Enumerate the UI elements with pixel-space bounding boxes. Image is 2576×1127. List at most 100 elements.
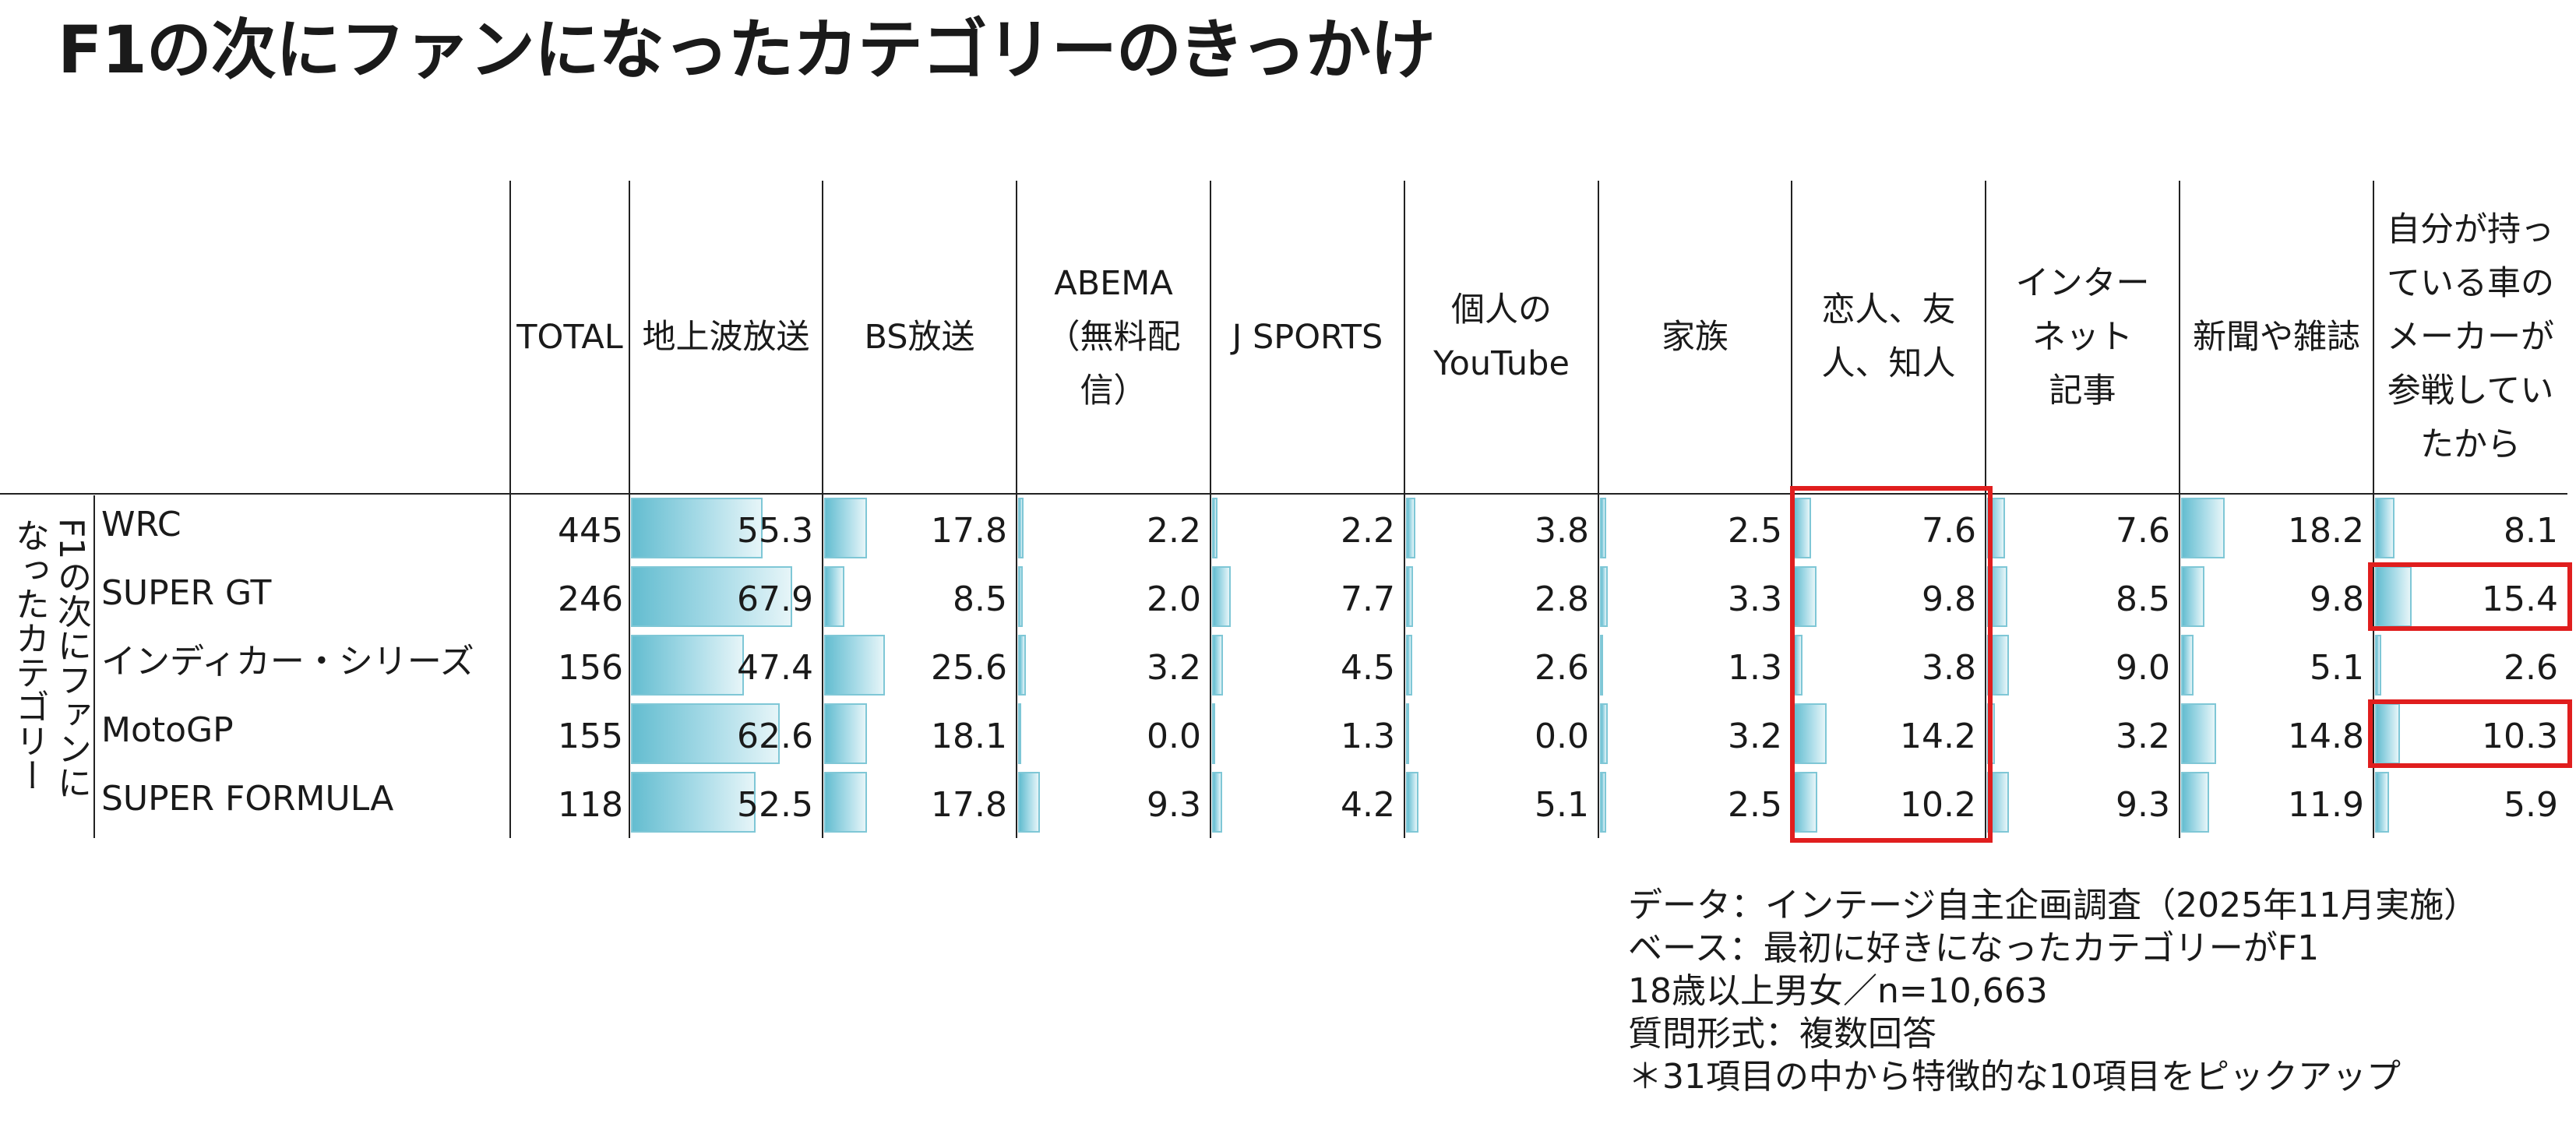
row-label: SUPER FORMULA xyxy=(101,779,394,819)
cell-value: 1.3 xyxy=(1341,717,1395,756)
data-bar xyxy=(631,635,744,696)
cell-value: 1.3 xyxy=(1728,648,1782,688)
cell-value: 14.8 xyxy=(2288,717,2364,756)
data-bar xyxy=(1018,703,1021,764)
cell-value: 3.8 xyxy=(1922,648,1976,688)
column-divider xyxy=(2373,181,2374,838)
column-header: ABEMA （無料配 信） xyxy=(1046,263,1181,410)
cell-value: 18.1 xyxy=(931,717,1007,756)
source-notes: データ：インテージ自主企画調査（2025年11月実施） ベース：最初に好きになっ… xyxy=(1628,884,2478,1098)
row-label: MotoGP xyxy=(101,710,234,750)
column-divider xyxy=(1404,181,1405,838)
data-bar xyxy=(631,703,780,764)
data-bar xyxy=(2181,566,2204,627)
cell-value: 3.8 xyxy=(1535,511,1589,551)
cell-value: 0.0 xyxy=(1535,717,1589,756)
data-bar xyxy=(824,703,867,764)
column-divider xyxy=(1598,181,1599,838)
cell-value: 8.1 xyxy=(2504,511,2558,551)
column-header: J SPORTS xyxy=(1232,317,1383,357)
row-label: SUPER GT xyxy=(101,573,272,613)
cell-value: 9.3 xyxy=(1147,785,1201,825)
data-bar xyxy=(1212,635,1223,696)
column-divider xyxy=(509,181,511,838)
cell-value: 3.3 xyxy=(1728,579,1782,619)
column-divider xyxy=(629,181,630,838)
cell-value: 2.0 xyxy=(1147,579,1201,619)
cell-value: 5.1 xyxy=(1535,785,1589,825)
data-bar xyxy=(1212,703,1215,764)
data-bar xyxy=(2181,703,2216,764)
data-bar xyxy=(2181,772,2209,833)
data-bar xyxy=(1212,772,1222,833)
data-bar xyxy=(631,498,763,558)
cell-value: 14.2 xyxy=(1900,717,1976,756)
highlight-box xyxy=(2368,699,2572,768)
column-divider xyxy=(1985,181,1986,838)
column-divider xyxy=(2179,181,2180,838)
cell-value: 7.6 xyxy=(2116,511,2170,551)
data-bar xyxy=(1018,566,1023,627)
data-bar xyxy=(631,772,756,833)
data-bar xyxy=(2375,635,2381,696)
note-line: ベース：最初に好きになったカテゴリーがF1 xyxy=(1628,928,2320,968)
header-rule xyxy=(0,493,2567,495)
highlight-box xyxy=(2368,562,2572,631)
cell-value: 4.2 xyxy=(1341,785,1395,825)
data-bar xyxy=(1793,566,1817,627)
data-bar xyxy=(631,566,792,627)
data-bar xyxy=(1212,498,1218,558)
group-divider xyxy=(93,495,95,838)
cell-value: 0.0 xyxy=(1147,717,1201,756)
data-bar xyxy=(1406,566,1413,627)
cell-value: 3.2 xyxy=(1147,648,1201,688)
cell-value: 10.3 xyxy=(2482,717,2558,756)
data-bar xyxy=(2375,703,2400,764)
cell-value: 52.5 xyxy=(737,785,813,825)
note-line: 18歳以上男女／n=10,663 xyxy=(1628,971,2048,1011)
cell-value: 3.2 xyxy=(2116,717,2170,756)
data-bar xyxy=(1600,772,1606,833)
cell-value: 7.6 xyxy=(1922,511,1976,551)
cell-value: 17.8 xyxy=(931,785,1007,825)
cell-value: 2.8 xyxy=(1535,579,1589,619)
cell-value: 15.4 xyxy=(2482,579,2558,619)
cell-value: 7.7 xyxy=(1341,579,1395,619)
cell-value: 3.2 xyxy=(1728,717,1782,756)
data-bar xyxy=(1406,703,1409,764)
cell-value: 55.3 xyxy=(737,511,813,551)
cell-value: 5.9 xyxy=(2504,785,2558,825)
column-header: 家族 xyxy=(1662,317,1728,357)
data-bar xyxy=(2181,635,2194,696)
data-bar xyxy=(1212,566,1231,627)
row-label: インディカー・シリーズ xyxy=(101,642,474,681)
cell-value: 2.2 xyxy=(1341,511,1395,551)
cell-value: 2.5 xyxy=(1728,511,1782,551)
data-bar xyxy=(1600,566,1608,627)
data-bar xyxy=(1018,498,1024,558)
data-bar xyxy=(2375,498,2395,558)
data-bar xyxy=(2375,772,2389,833)
data-bar xyxy=(1018,772,1040,833)
column-divider xyxy=(1016,181,1017,838)
cell-value: 10.2 xyxy=(1900,785,1976,825)
cell-value: 2.2 xyxy=(1147,511,1201,551)
column-header: 恋人、友 人、知人 xyxy=(1821,291,1956,383)
column-divider xyxy=(822,181,823,838)
cell-value: 9.8 xyxy=(2310,579,2364,619)
cell-value: 47.4 xyxy=(737,648,813,688)
data-bar xyxy=(824,566,844,627)
highlight-box xyxy=(1790,486,1993,843)
data-bar xyxy=(1406,498,1415,558)
note-line: 質問形式：複数回答 xyxy=(1628,1014,1936,1054)
data-bar xyxy=(1600,635,1603,696)
page-title: F1の次にファンになったカテゴリーのきっかけ xyxy=(58,12,1436,88)
data-bar xyxy=(2181,498,2225,558)
column-divider xyxy=(1210,181,1211,838)
column-header: TOTAL xyxy=(516,317,623,357)
total-value: 246 xyxy=(558,579,623,619)
column-header: 地上波放送 xyxy=(642,317,810,357)
cell-value: 4.5 xyxy=(1341,648,1395,688)
data-bar xyxy=(1793,772,1817,833)
total-value: 155 xyxy=(558,717,623,756)
